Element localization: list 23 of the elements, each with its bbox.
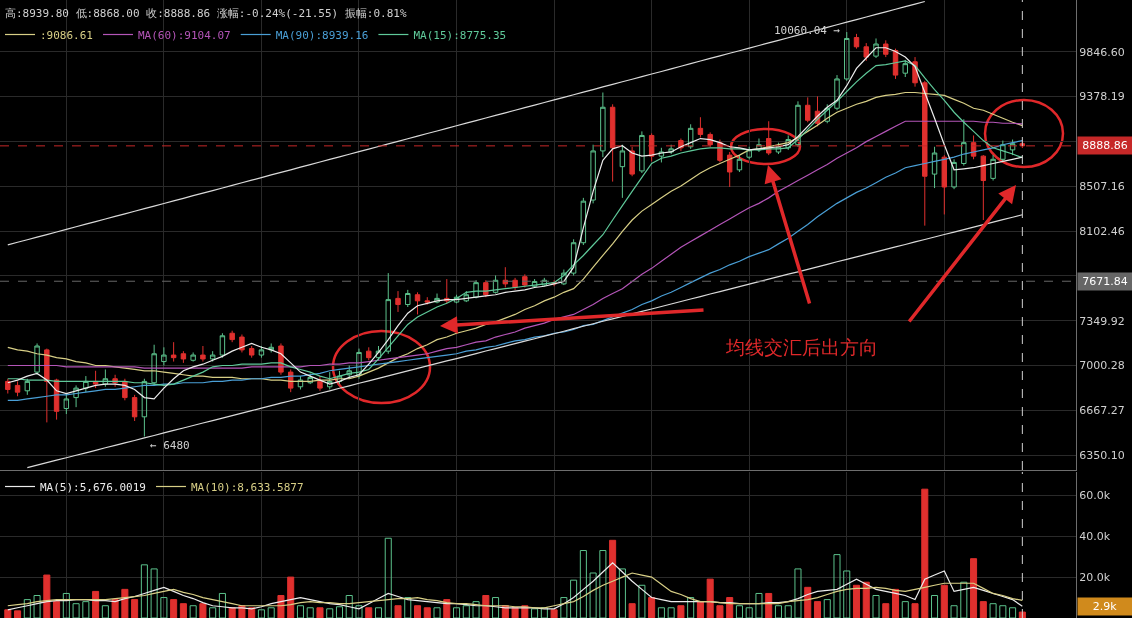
y-tick-label: 8102.46 [1079,224,1125,238]
y-tick-label: 9378.19 [1079,90,1125,104]
legend-label: :9086.61 [40,28,93,42]
annotation: 均线交汇后出方向 [725,336,878,358]
legend-label: MA(60):9104.07 [137,28,231,42]
text: 2.9k [1092,600,1118,613]
text: 高:8939.80 低:8868.00 收:8888.86 涨幅:-0.24%(-21.55) 振幅:0.81% [5,7,407,20]
ref-line-label: 7671.84 [1082,275,1128,288]
y-tick-label: 8507.16 [1079,180,1125,194]
legend-label: MA(15):8775.35 [413,28,507,42]
y-tick-label: 9846.60 [1079,45,1125,59]
y-tick-label: 60.0k [1079,489,1111,503]
legend-label: MA(10):8,633.5877 [190,480,304,494]
ref-line-label: 8888.86 [1082,139,1128,152]
annotation: ← 6480 [150,439,190,452]
y-tick-label: 40.0k [1079,530,1111,544]
legend-label: MA(90):8939.16 [275,28,369,42]
y-tick-label: 6350.10 [1079,448,1125,462]
y-tick-label: 7000.28 [1079,359,1125,373]
y-tick-label: 20.0k [1079,570,1111,584]
y-tick-label: 7349.92 [1079,314,1125,328]
y-tick-label: 6667.27 [1079,404,1125,418]
legend-label: MA(5):5,676.0019 [40,480,146,494]
